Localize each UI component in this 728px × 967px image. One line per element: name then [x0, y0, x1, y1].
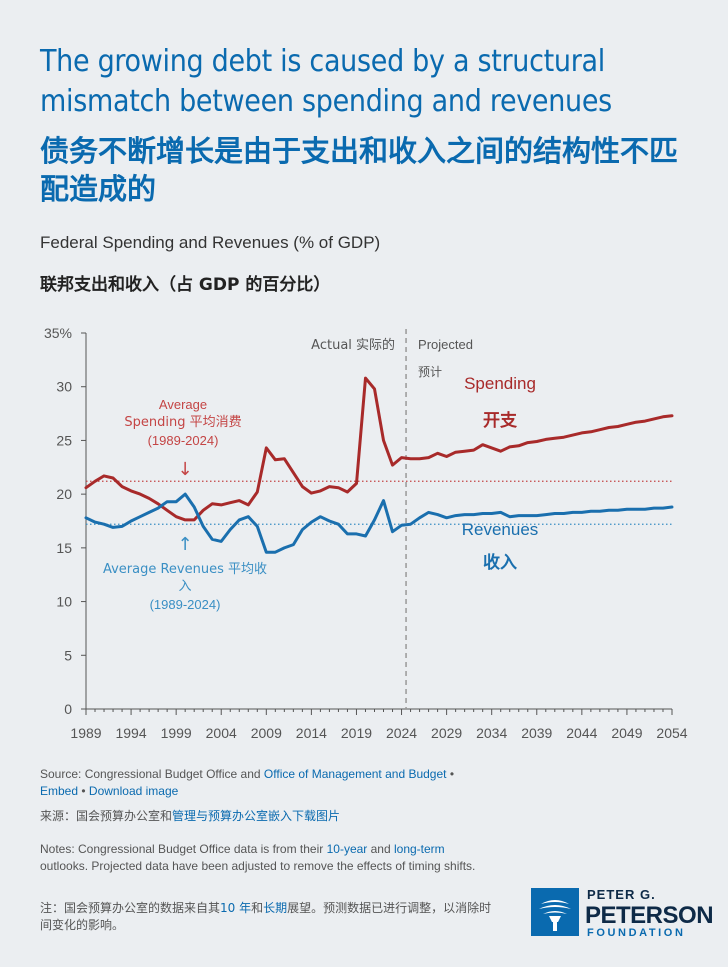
x-tick-label: 2034 [476, 725, 507, 741]
notes-and-chinese: 和 [251, 901, 264, 915]
source-text-chinese: 来源：国会预算办公室和 [40, 809, 173, 823]
spending-line [84, 376, 674, 522]
omb-link[interactable]: Office of Management and Budget [263, 767, 447, 781]
x-tick-label: 2054 [656, 725, 687, 741]
x-tick-label: 2009 [251, 725, 282, 741]
notes-text-2: outlooks. Projected data have been adjus… [40, 859, 476, 873]
logo-line-3: FOUNDATION [587, 927, 686, 939]
notes-text-chinese-2: 展望。预测数据已进行调整，以消除时间变化的影响。 [40, 901, 492, 932]
x-tick-label: 1999 [161, 725, 192, 741]
avg-revenues-annotation: (1989-2024) [150, 597, 221, 612]
source-line-chinese: 来源：国会预算办公室和管理与预算办公室嵌入下载图片 [40, 808, 480, 825]
y-tick-label: 30 [56, 379, 72, 395]
chart-subtitle: Federal Spending and Revenues (% of GDP) [40, 233, 381, 252]
y-tick-label: 20 [56, 486, 72, 502]
source-line: Source: Congressional Budget Office and … [40, 766, 500, 800]
y-tick-label: 25 [56, 432, 72, 448]
avg-revenues-annotation: 入 [178, 579, 191, 594]
x-tick-label: 2014 [296, 725, 327, 741]
logo-line-1: PETER G. [587, 887, 656, 902]
x-tick-label: 2029 [431, 725, 462, 741]
y-tick-label: 35% [44, 325, 72, 341]
page-title-chinese: 债务不断增长是由于支出和收入之间的结构性不匹配造成的 [40, 134, 679, 206]
source-text: Source: Congressional Budget Office and [40, 767, 264, 781]
bullet: • [449, 767, 455, 781]
x-tick-label: 2044 [566, 725, 597, 741]
page-title: The growing debt is caused by a structur… [40, 44, 612, 119]
avg-spending-annotation: Average [159, 397, 207, 412]
notes-chinese: 注：国会预算办公室的数据来自其10 年和长期展望。预测数据已进行调整，以消除时间… [40, 900, 500, 934]
spending-series-label-chinese: 开支 [483, 410, 518, 431]
long-term-link-chinese[interactable]: 长期 [263, 901, 288, 915]
y-tick-label: 5 [64, 647, 72, 663]
actual-label: Actual 实际的 [311, 337, 395, 353]
avg-revenues-arrow: ↑ [177, 534, 192, 555]
notes-text: Notes: Congressional Budget Office data … [40, 842, 327, 856]
y-tick-label: 0 [64, 701, 72, 717]
chart-subtitle-chinese: 联邦支出和收入（占 GDP 的百分比） [40, 275, 331, 295]
spending-series-label: Spending [464, 374, 536, 393]
logo-line-2: PETERSON [585, 902, 714, 929]
notes-and: and [367, 842, 394, 856]
peterson-foundation-logo[interactable]: PETER G. PETERSON FOUNDATION [531, 885, 714, 943]
avg-spending-arrow: ↓ [177, 459, 192, 480]
revenues-series-label-chinese: 收入 [483, 552, 517, 573]
avg-revenues-annotation: Average Revenues 平均收 [103, 562, 267, 577]
x-tick-label: 1989 [70, 725, 101, 741]
download-image-link[interactable]: Download image [88, 784, 179, 798]
x-tick-label: 1994 [115, 725, 146, 741]
avg-spending-annotation: (1989-2024) [148, 433, 219, 448]
x-tick-label: 2049 [611, 725, 642, 741]
y-tick-label: 10 [56, 594, 72, 610]
notes-text-chinese: 注：国会预算办公室的数据来自其 [40, 901, 221, 915]
ten-year-link[interactable]: 10-year [326, 842, 368, 856]
revenues-series-label: Revenues [462, 520, 539, 539]
y-tick-label: 15 [56, 540, 72, 556]
spending-revenues-chart: 0 5 10 15 20 25 30 35% 1989 1994 1999 2004 2009 2014 2… [44, 325, 688, 741]
bullet: • [81, 784, 86, 798]
x-tick-label: 2004 [206, 725, 237, 741]
long-term-link[interactable]: long-term [393, 842, 445, 856]
revenues-line [84, 492, 674, 554]
projected-label: Projected [418, 337, 473, 352]
projected-label-chinese: 预计 [418, 365, 442, 379]
avg-spending-annotation: Spending 平均消费 [124, 415, 241, 430]
x-tick-label: 2019 [341, 725, 372, 741]
source-links-chinese[interactable]: 管理与预算办公室嵌入下载图片 [172, 809, 341, 823]
embed-link[interactable]: Embed [40, 784, 79, 798]
notes: Notes: Congressional Budget Office data … [40, 841, 480, 875]
torch-icon [531, 888, 579, 936]
ten-year-link-chinese[interactable]: 10 年 [220, 901, 252, 915]
x-tick-label: 2039 [521, 725, 552, 741]
x-tick-label: 2024 [386, 725, 417, 741]
